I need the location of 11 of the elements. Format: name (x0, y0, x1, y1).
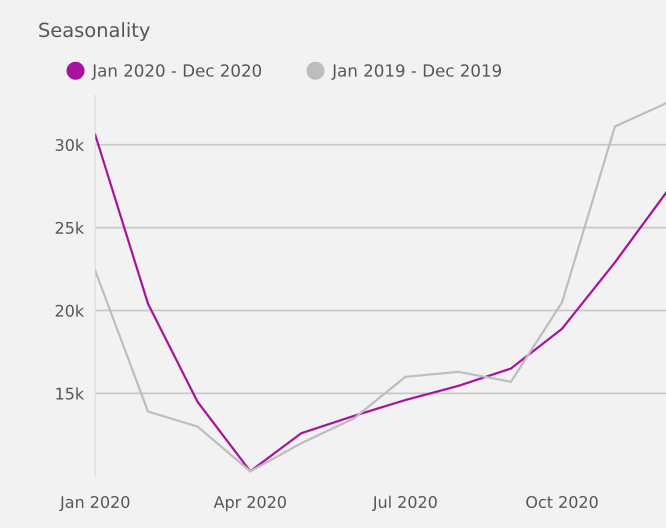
y-tick-label: 15k (56, 387, 84, 400)
y-tick-label: 20k (56, 304, 84, 317)
y-tick-label: 25k (56, 222, 84, 234)
legend-label: Jan 2019 - Dec 2019 (331, 64, 501, 80)
x-tick-label: Apr 2020 (214, 496, 286, 512)
legend-label: Jan 2020 - Dec 2020 (91, 64, 262, 80)
x-tick-label: Jan 2020 (59, 496, 130, 512)
chart-title: Seasonality (39, 22, 150, 42)
y-tick-label: 30k (56, 138, 84, 152)
x-tick-label: Oct 2020 (526, 496, 598, 508)
x-tick-label: Jul 2020 (372, 496, 437, 512)
